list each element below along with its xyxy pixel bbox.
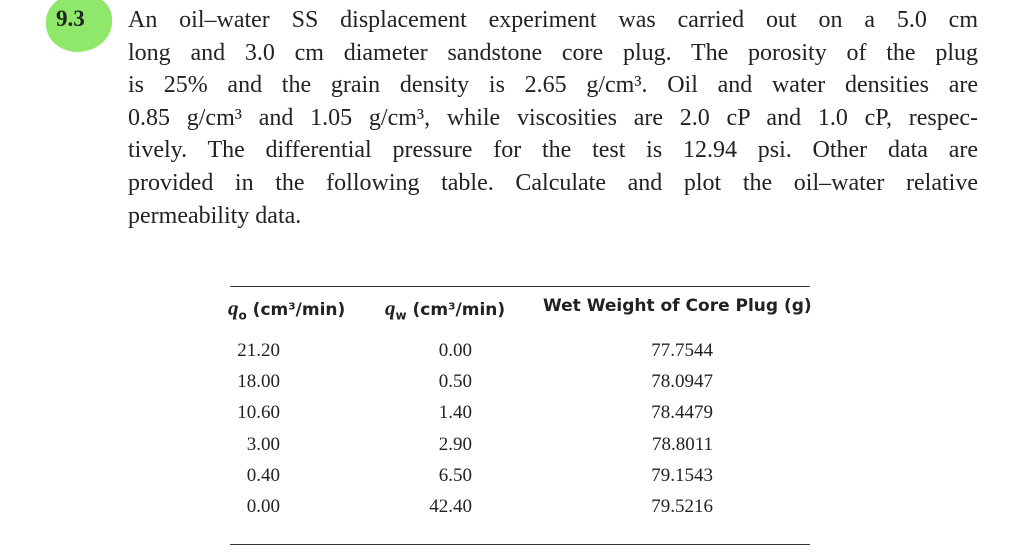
table-cell: 0.00 [438, 340, 472, 361]
subscript: w [395, 308, 407, 323]
table-cell: 0.50 [438, 371, 472, 393]
table-cell: 78.8011 [651, 433, 713, 455]
table-cell: 79.1543 [651, 464, 713, 486]
table-cell: 78.4479 [651, 402, 713, 424]
text-line: 0.85 g/cm³ and 1.05 g/cm³, while viscosi… [128, 104, 978, 131]
unit: (cm³/min) [412, 300, 506, 320]
column-header: qw (cm³/min) [385, 296, 505, 322]
text-line: permeability data. [128, 202, 302, 229]
table-cell: 0.40 [246, 464, 280, 486]
table-cell: 18.00 [237, 371, 280, 393]
table-cell: 77.7544 [651, 340, 713, 361]
column-header: qo (cm³/min) [228, 296, 345, 322]
table-cell: 21.20 [237, 340, 280, 361]
column-header: Wet Weight of Core Plug (g) [543, 296, 812, 316]
subscript: o [238, 308, 247, 323]
table-rule [230, 544, 810, 545]
table-cell: 6.50 [438, 464, 472, 486]
table-cell: 42.40 [429, 496, 472, 517]
table-cell: 2.90 [438, 433, 472, 455]
symbol: q [228, 296, 239, 320]
table-cell: 10.60 [237, 402, 280, 424]
unit: (cm³/min) [252, 300, 346, 320]
problem-text: An oil–water SS displacement experiment … [128, 4, 978, 232]
problem-number: 9.3 [56, 6, 85, 31]
table-cell: 78.0947 [651, 371, 713, 393]
symbol: q [385, 296, 396, 320]
table-cell: 79.5216 [651, 496, 713, 517]
table-cell: 0.00 [246, 496, 280, 517]
table-cell: 3.00 [246, 433, 280, 455]
highlight [46, 0, 112, 52]
text-line: provided in the following table. Calcula… [128, 169, 978, 196]
text-line: is 25% and the grain density is 2.65 g/c… [128, 72, 978, 99]
header-text: Wet Weight of Core Plug (g) [543, 296, 812, 316]
text-line: An oil–water SS displacement experiment … [128, 7, 978, 33]
text-line: long and 3.0 cm diameter sandstone core … [128, 39, 978, 66]
table-cell: 1.40 [438, 402, 472, 424]
table-rule [230, 286, 810, 287]
text-line: tively. The differential pressure for th… [128, 137, 978, 164]
